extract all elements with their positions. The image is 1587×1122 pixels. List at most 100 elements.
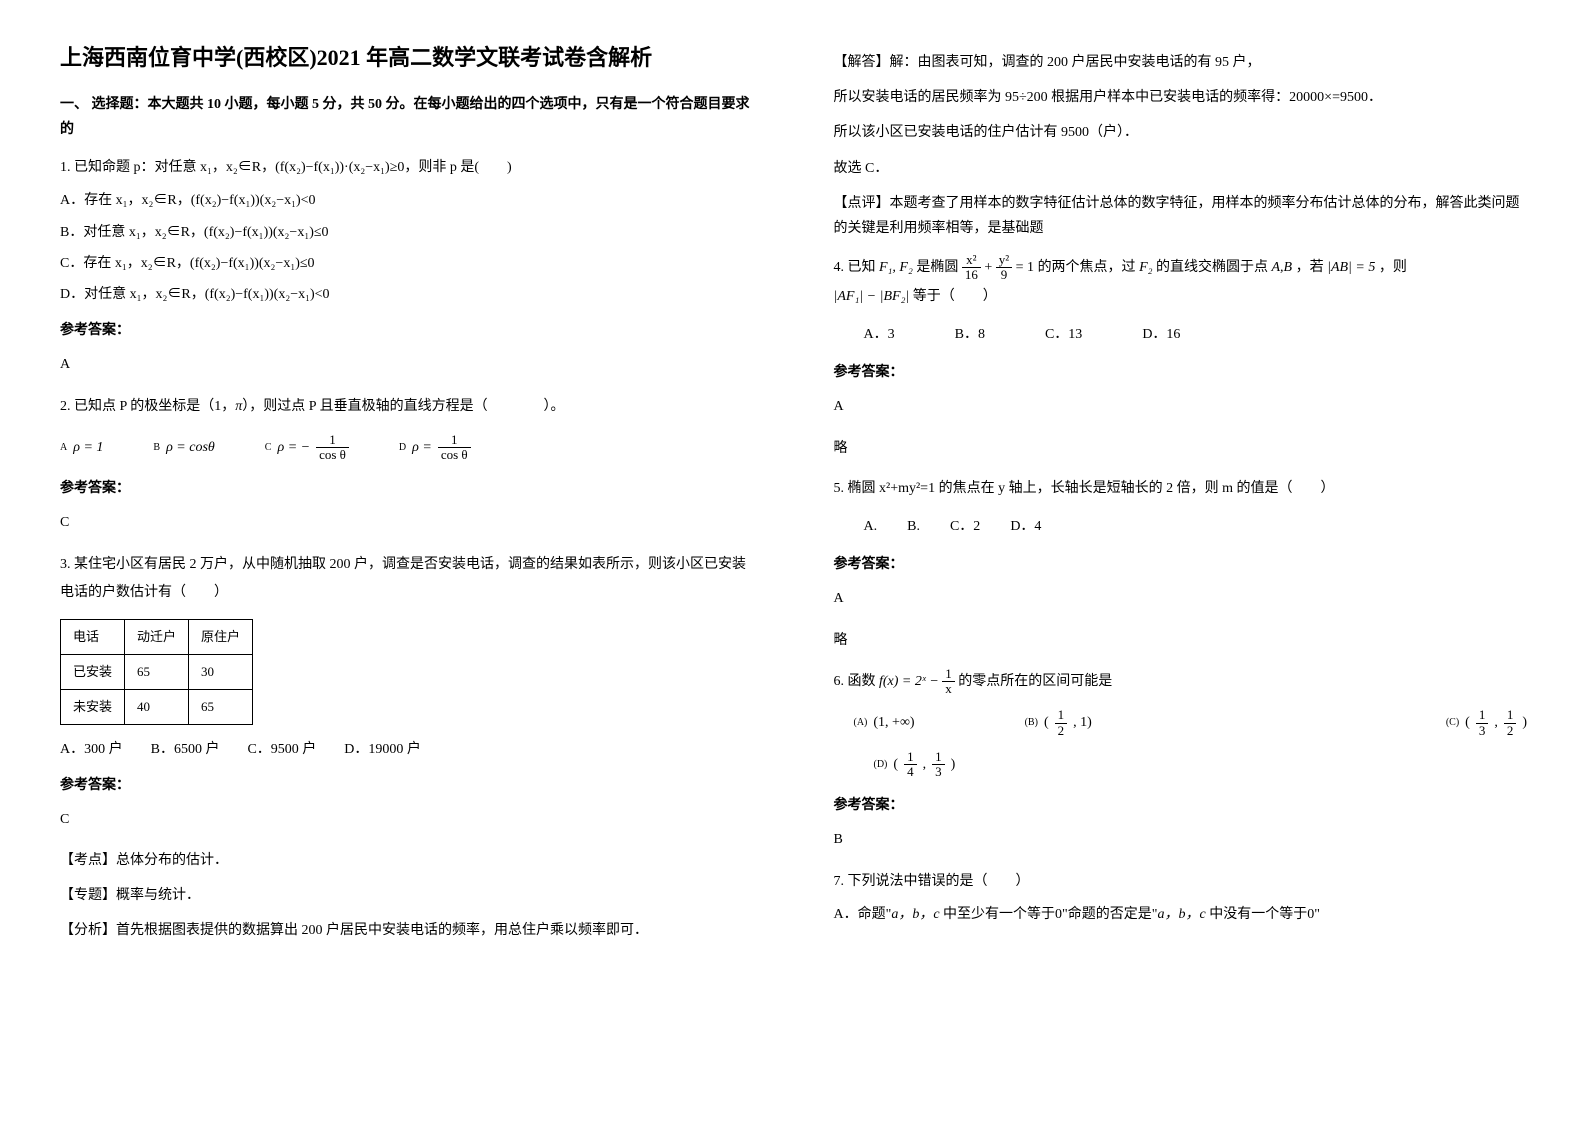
q2-stem-post: ），则过点 P 且垂直极轴的直线方程是（ ）。 xyxy=(242,399,564,414)
q6-d-num1: 1 xyxy=(904,750,917,765)
table-row: 未安装 40 65 xyxy=(61,689,253,724)
q6-a-label: (A) xyxy=(854,713,868,733)
q4-answer: A xyxy=(834,393,1528,421)
q4-lue: 略 xyxy=(834,435,1528,463)
q1-option-d: D．对任意 x₁，x₂∈R，(f(x₂)−f(x₁))(x₂−x₁)<0 xyxy=(60,282,754,307)
q5-lue: 略 xyxy=(834,627,1528,655)
q1-stem: 1. 已知命题 p：对任意 x₁，x₂∈R，(f(x₂)−f(x₁))·(x₂−… xyxy=(60,154,754,182)
q6-pre: 6. 函数 xyxy=(834,674,876,689)
q6-option-b: (B) ( 1 2 , 1) xyxy=(1025,708,1092,738)
q6-c-den2: 2 xyxy=(1504,724,1517,738)
question-3: 3. 某住宅小区有居民 2 万户，从中随机抽取 200 户，调查是否安装电话，调… xyxy=(60,551,754,944)
q6-answer: B xyxy=(834,826,1528,854)
q2-stem-pre: 2. 已知点 P 的极坐标是（1， xyxy=(60,399,235,414)
cell: 40 xyxy=(125,689,189,724)
q7-abc2: a，b，c xyxy=(1157,907,1205,922)
q7-a-mid2: "命题的否定是" xyxy=(1062,907,1157,922)
q4-en2: y² xyxy=(996,253,1012,268)
q4-plus: + xyxy=(984,260,995,275)
q3-jieda1: 【解答】解：由图表可知，调查的 200 户居民中安装电话的有 95 户， xyxy=(834,50,1528,75)
cell: 65 xyxy=(189,689,253,724)
q1-answer: A xyxy=(60,351,754,379)
q6-d-num2: 1 xyxy=(932,750,945,765)
section-one-header: 一、 选择题：本大题共 10 小题，每小题 5 分，共 50 分。在每小题给出的… xyxy=(60,92,754,142)
q6-den: x xyxy=(942,682,955,696)
q3-options: A．300 户 B．6500 户 C．9500 户 D．19000 户 xyxy=(60,737,754,762)
q2-options: A ρ = 1 B ρ = cosθ C ρ = − 1 cos θ D xyxy=(60,433,754,463)
q3-fenxi: 【分析】首先根据图表提供的数据算出 200 户居民中安装电话的频率，用总住户乘以… xyxy=(60,918,754,943)
q6-b-frac: 1 2 xyxy=(1055,708,1068,738)
q7-zero1: 0 xyxy=(1055,907,1062,922)
q6-b-num: 1 xyxy=(1055,708,1068,723)
q6-c-comma: , xyxy=(1494,709,1498,737)
q2-d-den: cos θ xyxy=(438,448,471,462)
q2-option-d: D ρ = 1 cos θ xyxy=(399,433,471,463)
q2-a-expr: ρ = 1 xyxy=(73,434,103,462)
q4-ablen: |AB| = 5 xyxy=(1327,260,1375,275)
q4-option-b: B．8 xyxy=(955,321,985,349)
q4-mid4: ，若 xyxy=(1296,260,1324,275)
q3-answer: C xyxy=(60,806,754,834)
q6-frac: 1 x xyxy=(942,667,955,697)
q2-answer: C xyxy=(60,509,754,537)
q4-f2: F₂ xyxy=(1139,260,1152,275)
q1-option-a: A．存在 x₁，x₂∈R，(f(x₂)−f(x₁))(x₂−x₁)<0 xyxy=(60,188,754,213)
q2-option-a: A ρ = 1 xyxy=(60,434,103,462)
q1-option-c: C．存在 x₁，x₂∈R，(f(x₂)−f(x₁))(x₂−x₁)≤0 xyxy=(60,251,754,276)
q3-dianping: 【点评】本题考查了用样本的数字特征估计总体的数字特征，用样本的频率分布估计总体的… xyxy=(834,191,1528,241)
q4-ed1: 16 xyxy=(962,268,981,282)
q6-answer-label: 参考答案： xyxy=(834,792,1528,820)
th-relocated: 动迁户 xyxy=(125,619,189,654)
q6-options-row2: (D) ( 1 4 , 1 3 ) xyxy=(834,750,1528,780)
q4-option-a: A．3 xyxy=(864,321,895,349)
q4-mid3: 的直线交椭圆于点 xyxy=(1156,260,1268,275)
q2-d-label: D xyxy=(399,438,406,458)
q5-option-a: A. xyxy=(864,513,878,541)
q7-a-mid3: 中没有一个等于 xyxy=(1206,907,1308,922)
q4-option-d: D．16 xyxy=(1142,321,1180,349)
q6-b-pre: ( xyxy=(1044,709,1049,737)
q6-c-pre: ( xyxy=(1465,709,1470,737)
q2-stem: 2. 已知点 P 的极坐标是（1，π），则过点 P 且垂直极轴的直线方程是（ ）… xyxy=(60,393,754,421)
q3-jieda4: 故选 C． xyxy=(834,156,1528,181)
q6-a-val: (1, +∞) xyxy=(873,709,914,737)
q4-mid1: 是椭圆 xyxy=(916,260,958,275)
q4-mid5: ，则 xyxy=(1379,260,1407,275)
q2-answer-label: 参考答案： xyxy=(60,475,754,503)
q2-c-den: cos θ xyxy=(316,448,349,462)
q7-option-a: A．命题"a，b，c 中至少有一个等于0"命题的否定是"a，b，c 中没有一个等… xyxy=(834,902,1528,927)
q4-stem: 4. 已知 F₁, F₂ 是椭圆 x² 16 + y² 9 = 1 的两个焦点，… xyxy=(834,253,1528,283)
q7-a-post: " xyxy=(1314,907,1320,922)
th-phone: 电话 xyxy=(61,619,125,654)
q6-func: f(x) = 2ˣ − xyxy=(879,674,942,689)
q2-b-expr: ρ = cosθ xyxy=(166,434,215,462)
q2-c-label: C xyxy=(265,438,272,458)
q6-b-den: 2 xyxy=(1055,724,1068,738)
q4-f12: F₁, F₂ xyxy=(879,260,913,275)
q6-d-label: (D) xyxy=(874,755,888,775)
q6-option-c: (C) ( 1 3 , 1 2 ) xyxy=(1446,708,1527,738)
q4-ab: A,B xyxy=(1271,260,1292,275)
q6-c-den1: 3 xyxy=(1476,724,1489,738)
q2-b-label: B xyxy=(153,438,160,458)
document-title: 上海西南位育中学(西校区)2021 年高二数学文联考试卷含解析 xyxy=(60,40,754,72)
cell: 未安装 xyxy=(61,689,125,724)
q6-b-post: , 1) xyxy=(1073,709,1092,737)
q2-c-frac: 1 cos θ xyxy=(316,433,349,463)
q3-zhuanti: 【专题】概率与统计． xyxy=(60,883,754,908)
question-7: 7. 下列说法中错误的是（ ） A．命题"a，b，c 中至少有一个等于0"命题的… xyxy=(834,868,1528,927)
q6-d-comma: , xyxy=(923,751,927,779)
q6-d-pre: ( xyxy=(893,751,898,779)
page-container: 上海西南位育中学(西校区)2021 年高二数学文联考试卷含解析 一、 选择题：本… xyxy=(60,40,1527,955)
q4-mid2: 的两个焦点，过 xyxy=(1038,260,1136,275)
q4-eq1: = 1 xyxy=(1016,260,1034,275)
q6-d-frac2: 1 3 xyxy=(932,750,945,780)
q2-c-num: 1 xyxy=(316,433,349,448)
q7-abc1: a，b，c xyxy=(891,907,939,922)
q6-c-frac2: 1 2 xyxy=(1504,708,1517,738)
q2-option-b: B ρ = cosθ xyxy=(153,434,214,462)
q6-options-row1: (A) (1, +∞) (B) ( 1 2 , 1) (C) ( 1 xyxy=(834,708,1528,738)
q5-option-c: C．2 xyxy=(950,513,980,541)
q2-option-c: C ρ = − 1 cos θ xyxy=(265,433,349,463)
cell: 已安装 xyxy=(61,654,125,689)
